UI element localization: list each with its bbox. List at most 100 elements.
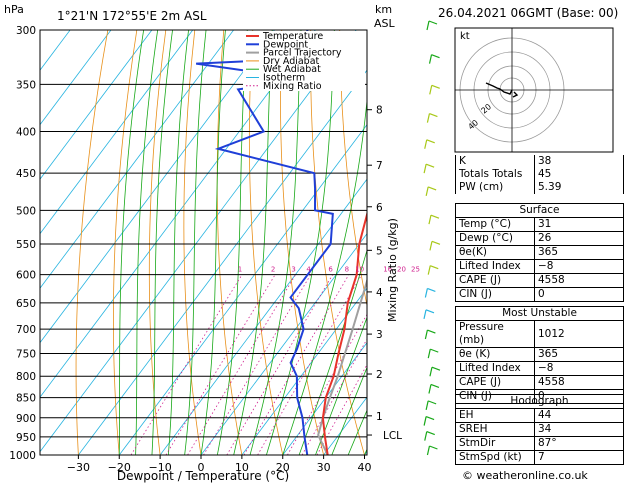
mixing-ratio-line xyxy=(165,274,276,455)
wind-barb xyxy=(424,288,428,298)
surface-row: CIN (J) 0 xyxy=(455,287,624,302)
hodograph-index-key: EH xyxy=(455,408,535,423)
x-tick-label: −20 xyxy=(108,461,131,474)
pressure-tick-label: 950 xyxy=(16,432,36,444)
pressure-tick-label: 350 xyxy=(16,79,36,91)
x-axis-label: Dewpoint / Temperature (°C) xyxy=(117,469,289,483)
most-unstable-key: CAPE (J) xyxy=(455,375,535,390)
mixing-ratio-label: 25 xyxy=(411,266,420,274)
wind-barb-flag xyxy=(426,431,435,436)
wind-barb-flag xyxy=(431,366,441,371)
isobars xyxy=(40,30,367,455)
pressure-tick-label: 600 xyxy=(16,270,36,282)
plot-frame xyxy=(39,29,368,456)
location-label: 1°21'N 172°55'E 2m ASL xyxy=(57,9,207,23)
hodograph-index-row: SREH 34 xyxy=(455,422,624,437)
wind-barb-flag xyxy=(430,348,439,353)
mixing-ratio-line xyxy=(257,274,363,455)
most-unstable-table: Most Unstable Pressure (mb) 1012 θe (K) 365… xyxy=(455,306,624,404)
mixing-ratio-label: 4 xyxy=(306,266,311,274)
index-value: 38 xyxy=(534,155,624,168)
surface-key: CIN (J) xyxy=(455,287,535,302)
wet-adiabat-line xyxy=(331,366,367,455)
wind-barb-flag xyxy=(427,329,436,334)
pressure-tick-label: 750 xyxy=(16,348,36,360)
mixing-ratio-label: 8 xyxy=(345,266,349,274)
surface-key: CAPE (J) xyxy=(455,273,535,288)
wind-barb xyxy=(429,241,433,251)
mixing-ratio-label: 3 xyxy=(291,266,295,274)
most-unstable-value: 1012 xyxy=(534,320,624,348)
surface-row: Dewp (°C) 26 xyxy=(455,231,624,246)
wet-adiabat-line xyxy=(315,316,367,455)
index-key: PW (cm) xyxy=(455,181,535,194)
wet-adiabat-line xyxy=(216,30,248,455)
most-unstable-key: Lifted Index xyxy=(455,361,535,376)
wet-adiabat-line xyxy=(184,30,207,455)
index-value: 5.39 xyxy=(534,181,624,194)
temperature-line xyxy=(321,210,367,455)
most-unstable-title: Most Unstable xyxy=(455,306,624,321)
wind-barb xyxy=(423,416,427,426)
hpa-label: hPa xyxy=(4,3,24,16)
hodograph: kt 20 40 xyxy=(454,27,614,153)
pressure-tick-label: 800 xyxy=(16,371,36,383)
mixing-ratio-line xyxy=(203,274,311,455)
mixing-ratio-axis-label: Mixing Ratio (g/kg) xyxy=(386,218,399,322)
wind-barb-flag xyxy=(430,383,440,389)
hodograph-index-row: EH 44 xyxy=(455,408,624,423)
most-unstable-key: Pressure (mb) xyxy=(455,320,535,348)
index-key: Totals Totals xyxy=(455,168,535,181)
wind-barb-flag xyxy=(431,54,440,59)
hodograph-table-title: Hodograph xyxy=(455,394,624,409)
legend-item: Wet Adiabat xyxy=(263,64,321,75)
km-label: km xyxy=(375,3,392,16)
wind-barb-flag xyxy=(429,445,438,450)
wind-barb xyxy=(429,367,433,377)
legend-item: Dewpoint xyxy=(263,39,308,50)
dry-adiabat-line xyxy=(183,30,202,455)
pressure-tick-label: 650 xyxy=(16,298,36,310)
height-tick-label: 4 xyxy=(376,287,383,299)
height-tick-label: 5 xyxy=(376,245,383,257)
wind-barb-flag xyxy=(428,20,438,25)
index-value: 45 xyxy=(534,168,624,181)
surface-value: 26 xyxy=(534,231,624,246)
height-tick-label: 8 xyxy=(376,105,383,117)
isotherm-line xyxy=(78,69,367,455)
wet-adiabat-line xyxy=(118,30,145,455)
legend-item: Parcel Trajectory xyxy=(263,48,342,59)
pressure-tick-label: 900 xyxy=(16,413,36,425)
wet-adiabat-line xyxy=(249,30,302,455)
most-unstable-value: 4558 xyxy=(534,375,624,390)
hodograph-index-value: 87° xyxy=(534,436,624,451)
wind-barb xyxy=(428,54,433,64)
pressure-tick-label: 450 xyxy=(16,168,36,180)
height-tick-label: 7 xyxy=(376,160,383,172)
x-tick-label: −10 xyxy=(149,461,172,474)
hodograph-table: Hodograph EH 44 SREH 34 StmDir 87° StmSpd (kt)… xyxy=(455,394,624,465)
height-tick-label: 2 xyxy=(376,369,383,381)
wind-barb-flag xyxy=(426,139,435,144)
mixing-ratio-line xyxy=(187,274,296,455)
mixing-ratio-line xyxy=(243,274,350,455)
wind-barb-flag xyxy=(427,400,437,405)
mixing-ratio-line xyxy=(226,274,333,455)
wind-barb-flag xyxy=(425,309,435,314)
isotherm-line xyxy=(40,30,316,398)
wind-barb xyxy=(424,139,428,149)
wind-barb xyxy=(424,431,428,441)
hodograph-index-row: StmDir 87° xyxy=(455,436,624,451)
wind-barb-flag xyxy=(427,287,436,293)
isotherm-line xyxy=(40,30,194,235)
surface-value: −8 xyxy=(534,259,624,274)
pressure-axis: 300 350 400 450 500 550 600 650 700 750 800 850 900 9… xyxy=(9,25,36,462)
wind-barb xyxy=(424,329,428,340)
mixing-ratio-label: 20 xyxy=(397,266,406,274)
wind-barb xyxy=(428,384,432,394)
x-tick-label: 40 xyxy=(358,461,372,474)
surface-row: Temp (°C) 31 xyxy=(455,217,624,232)
index-row: PW (cm) 5.39 xyxy=(455,181,624,194)
